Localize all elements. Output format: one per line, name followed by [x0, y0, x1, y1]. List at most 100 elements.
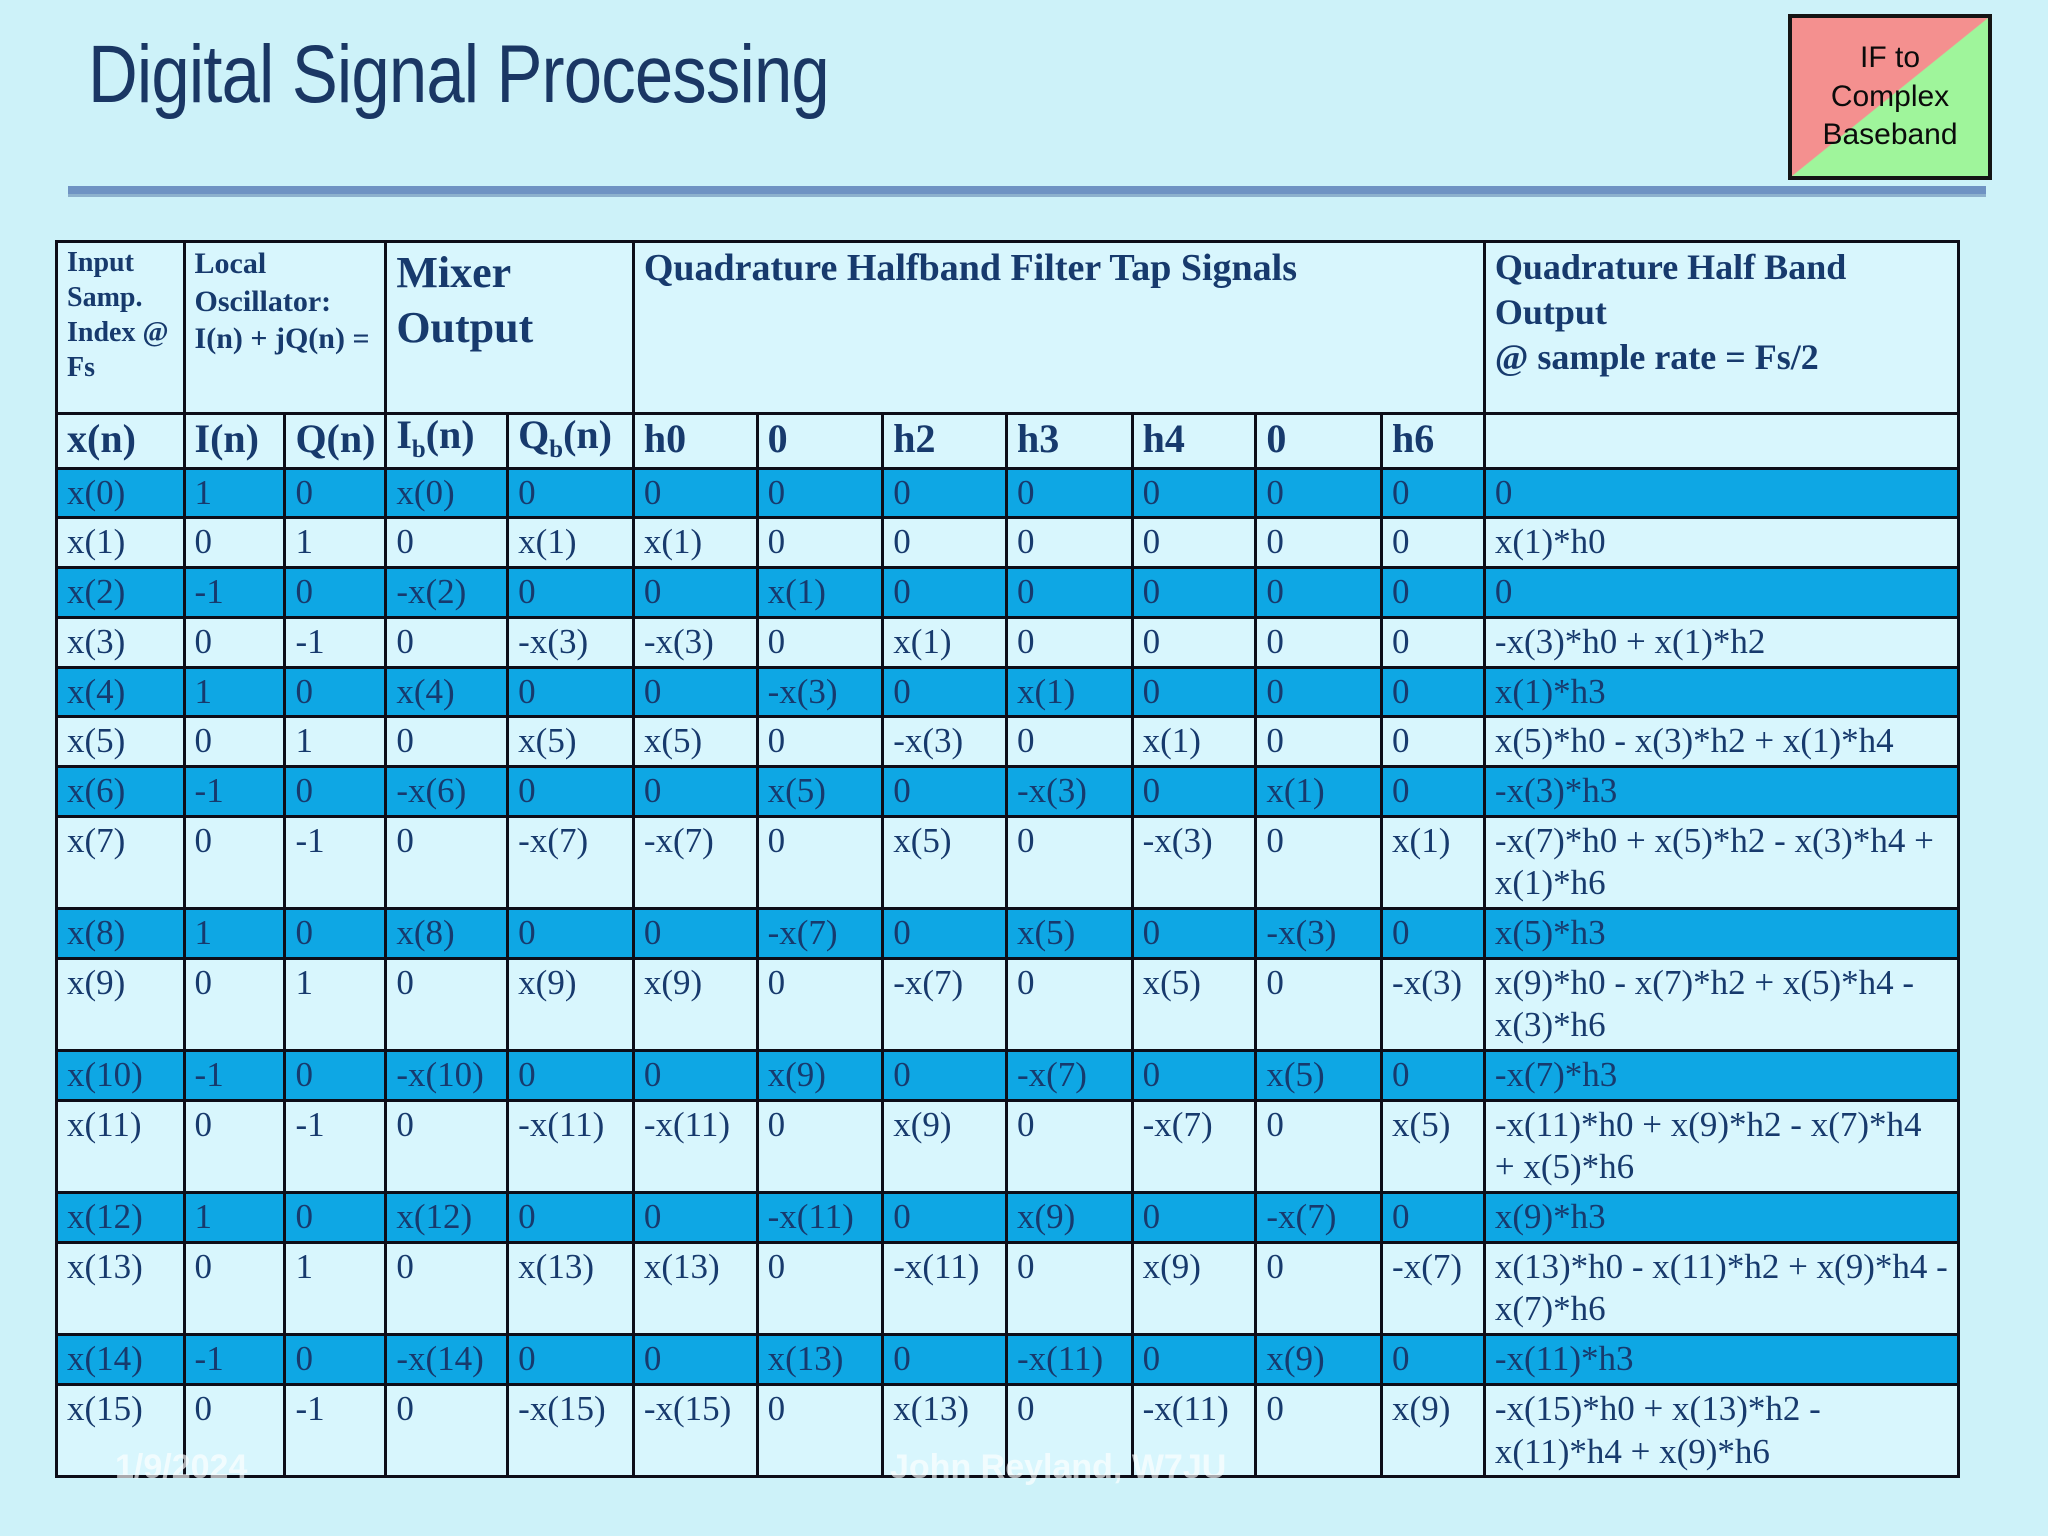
table-cell: 0: [1004, 516, 1134, 570]
table-cell: x(5): [631, 715, 759, 768]
table-cell: -x(11)*h3: [1482, 1333, 1961, 1386]
table-cell: 0: [1130, 665, 1258, 719]
table-cell: 0: [1004, 615, 1134, 669]
table-cell: x(8): [55, 906, 186, 960]
table-cell: x(5): [755, 764, 885, 818]
table-cell: x(1): [631, 516, 759, 570]
table-cell: -x(11): [1004, 1333, 1134, 1386]
table-cell: -1: [182, 566, 287, 619]
table-cell: x(0): [55, 466, 186, 520]
table-cell: 0: [755, 814, 885, 910]
table-cell: 0: [182, 956, 287, 1053]
table-cell: 0: [1254, 715, 1384, 768]
table-cell: 0: [182, 1240, 287, 1337]
table-cell: -1: [182, 1049, 287, 1102]
table-cell: 1: [182, 1191, 287, 1244]
table-cell: x(9): [1004, 1191, 1134, 1244]
table-cell: 0: [1004, 1240, 1134, 1337]
table-cell: 0: [384, 615, 510, 669]
table-cell: 0: [1130, 516, 1258, 570]
table-row-x(3): x(3) 0 -1 0 -x(3) -x(3) 0 x(1) 0 0 0 0 -x(3)*h0 + x(…: [55, 615, 1961, 669]
table-cell: -x(11): [1130, 1382, 1258, 1479]
column-header-Q(n): Q(n): [283, 412, 388, 470]
table-cell: -x(7)*h0 + x(5)*h2 - x(3)*h4 + x(1)*h6: [1482, 814, 1961, 910]
table-cell: 0: [384, 814, 510, 910]
column-header-h6: h6: [1380, 412, 1486, 470]
table-cell: x(1): [1130, 715, 1258, 768]
table-row-x(4): x(4) 1 0 x(4) 0 0 -x(3) 0 x(1) 0 0 0 x(1)*h3: [55, 665, 1961, 719]
table-cell: x(13): [755, 1333, 885, 1386]
table-cell: x(5): [506, 715, 635, 768]
table-cell: -x(7)*h3: [1482, 1049, 1961, 1102]
table-cell: -x(3): [1004, 764, 1134, 818]
table-cell: 0: [631, 1191, 759, 1244]
table-cell: 0: [506, 466, 635, 520]
table-cell: 0: [1380, 466, 1486, 520]
table-cell: 0: [506, 665, 635, 719]
table-cell: x(5): [55, 715, 186, 768]
table-row-x(0): x(0) 1 0 x(0) 0 0 0 0 0 0 0 0 0: [55, 466, 1961, 520]
table-cell: 0: [1004, 814, 1134, 910]
table-cell: x(5): [1004, 906, 1134, 960]
table-cell: 0: [283, 466, 388, 520]
table-cell: 0: [506, 566, 635, 619]
table-cell: 0: [1254, 1240, 1384, 1337]
table-cell: 1: [283, 1240, 388, 1337]
table-cell: x(15): [55, 1382, 186, 1479]
table-cell: 0: [506, 1191, 635, 1244]
table-cell: 0: [1130, 566, 1258, 619]
table-cell: 1: [283, 956, 388, 1053]
table-cell: 0: [283, 1049, 388, 1102]
table-cell: 0: [182, 516, 287, 570]
table-cell: 0: [1482, 566, 1961, 619]
table-cell: 0: [755, 1240, 885, 1337]
table-cell: x(11): [55, 1098, 186, 1195]
table-cell: 1: [182, 466, 287, 520]
table-cell: 0: [1380, 715, 1486, 768]
table-cell: 0: [283, 764, 388, 818]
table-cell: 0: [1254, 466, 1384, 520]
table-cell: -x(3): [881, 715, 1008, 768]
table-cell: -x(3)*h3: [1482, 764, 1961, 818]
if-to-complex-baseband-badge: IF to Complex Baseband: [1788, 14, 1992, 180]
table-cell: x(5)*h0 - x(3)*h2 + x(1)*h4: [1482, 715, 1961, 768]
column-header-I(n): I(n): [182, 412, 287, 470]
table-cell: 0: [881, 665, 1008, 719]
table-cell: x(13)*h0 - x(11)*h2 + x(9)*h4 - x(7)*h6: [1482, 1240, 1961, 1337]
table-cell: -x(7): [631, 814, 759, 910]
table-cell: 0: [755, 1098, 885, 1195]
table-cell: 0: [384, 516, 510, 570]
table-cell: 0: [1004, 466, 1134, 520]
table-cell: 0: [384, 715, 510, 768]
table-cell: 0: [1380, 1049, 1486, 1102]
table-cell: x(9): [755, 1049, 885, 1102]
table-cell: x(4): [384, 665, 510, 719]
table-cell: -x(7): [1130, 1098, 1258, 1195]
table-cell: 0: [1254, 814, 1384, 910]
table-cell: x(9): [1254, 1333, 1384, 1386]
table-cell: -x(7): [881, 956, 1008, 1053]
table-cell: -x(2): [384, 566, 510, 619]
table-cell: 0: [506, 906, 635, 960]
table-cell: x(10): [55, 1049, 186, 1102]
table-cell: x(5): [881, 814, 1008, 910]
table-row-x(2): x(2) -1 0 -x(2) 0 0 x(1) 0 0 0 0 0 0: [55, 566, 1961, 619]
table-cell: 0: [283, 665, 388, 719]
table-cell: -1: [182, 764, 287, 818]
table-cell: x(9)*h0 - x(7)*h2 + x(5)*h4 - x(3)*h6: [1482, 956, 1961, 1053]
table-cell: x(5): [1380, 1098, 1486, 1195]
column-header-x(n): x(n): [55, 412, 186, 470]
table-cell: 0: [631, 466, 759, 520]
column-header-0: 0: [755, 412, 885, 470]
column-header-h3: h3: [1004, 412, 1134, 470]
table-cell: x(13): [881, 1382, 1008, 1479]
table-cell: -x(10): [384, 1049, 510, 1102]
table-cell: 0: [1380, 665, 1486, 719]
table-cell: x(6): [55, 764, 186, 818]
column-header-0: 0: [1254, 412, 1384, 470]
table-cell: 0: [631, 1049, 759, 1102]
group-header-input-sample-index: Input Samp. Index @ Fs: [55, 240, 186, 415]
table-row-x(6): x(6) -1 0 -x(6) 0 0 x(5) 0 -x(3) 0 x(1) 0 -x(3)*h3: [55, 764, 1961, 818]
table-cell: 0: [1004, 1382, 1134, 1479]
table-cell: x(1): [1004, 665, 1134, 719]
